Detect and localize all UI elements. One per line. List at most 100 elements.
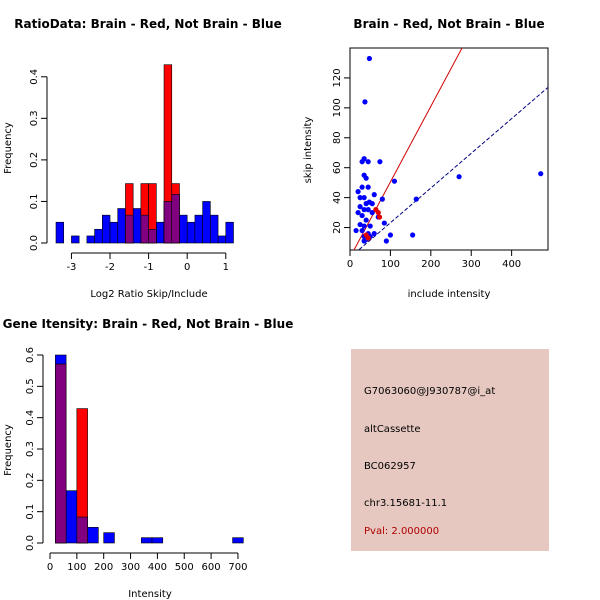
intensity-y-tick-label: 0.1	[25, 504, 36, 520]
ratio-bar-not-brain	[179, 214, 188, 244]
scatter-point-brain	[375, 209, 381, 216]
ratio-x-tick-label: -1	[144, 262, 154, 273]
ratio-histogram: RatioData: Brain - Red, Not Brain - Blue…	[3, 17, 282, 300]
ratio-y-tick-label: 0.3	[29, 110, 40, 126]
ratio-bar-not-brain	[217, 235, 227, 244]
intensity-y-tick-label: 0.0	[25, 535, 36, 551]
ratio-y-tick-label: 0.1	[29, 193, 40, 209]
scatter-x-tick-label: 0	[347, 259, 353, 270]
scatter-point-not-brain	[365, 184, 371, 190]
intensity-bar-not-brain	[140, 537, 153, 544]
scatter-y-tick-label: 20	[332, 221, 343, 234]
intensity-x-tick-label: 700	[228, 562, 247, 573]
accession-id: BC062957	[364, 461, 416, 472]
scatter-point-not-brain	[355, 189, 361, 195]
scatter-point-not-brain	[363, 201, 369, 207]
scatter-y-tick-label: 40	[332, 191, 343, 204]
intensity-x-tick-label: 300	[121, 562, 140, 573]
intensity-x-tick-label: 400	[148, 562, 167, 573]
intensity-histogram: Gene Itensity: Brain - Red, Not Brain - …	[3, 317, 294, 600]
ratio-hist-xlabel: Log2 Ratio Skip/Include	[90, 289, 207, 300]
scatter-point-not-brain	[367, 223, 373, 229]
ratio-hist-ylabel: Frequency	[3, 122, 14, 174]
intensity-x-tick-label: 100	[67, 562, 86, 573]
ratio-x-tick-label: -3	[66, 262, 76, 273]
ratio-bar-overlap	[125, 214, 134, 244]
probe-id: G7063060@J930787@i_at	[364, 386, 496, 397]
intensity-bar-overlap	[55, 363, 67, 544]
intensity-x-tick-label: 500	[175, 562, 194, 573]
scatter-point-not-brain	[369, 209, 375, 216]
scatter-point-not-brain	[456, 174, 462, 180]
ratio-bar-overlap	[163, 201, 173, 244]
intensity-bar-not-brain	[65, 490, 78, 544]
scatter-x-tick-label: 200	[421, 259, 440, 270]
scatter-y-tick-label: 60	[332, 161, 343, 174]
ratio-bar-not-brain	[202, 201, 211, 244]
intensity-scatter: Brain - Red, Not Brain - Blue include in…	[303, 17, 549, 300]
intensity-y-tick-label: 0.2	[25, 472, 36, 488]
ratio-x-tick-label: -2	[105, 262, 115, 273]
not-brain-fit-line	[357, 87, 548, 250]
scatter-point-not-brain	[371, 230, 377, 237]
gene-info-panel: G7063060@J930787@i_at altCassette BC0629…	[351, 349, 549, 551]
scatter-point-not-brain	[359, 184, 365, 190]
scatter-point-not-brain	[357, 204, 363, 210]
scatter-point-not-brain	[538, 171, 544, 177]
ratio-bar-not-brain	[225, 221, 234, 244]
scatter-x-tick-label: 400	[502, 259, 521, 270]
scatter-point-not-brain	[359, 212, 365, 219]
ratio-bar-overlap	[148, 228, 157, 244]
intensity-y-tick-label: 0.4	[25, 410, 36, 426]
intensity-hist-title: Gene Itensity: Brain - Red, Not Brain - …	[3, 317, 294, 331]
ratio-bar-not-brain	[132, 208, 142, 244]
intensity-x-tick-label: 200	[94, 562, 113, 573]
ratio-bar-not-brain	[71, 235, 80, 244]
scatter-y-tick-label: 100	[332, 98, 343, 117]
ratio-bar-not-brain	[210, 214, 219, 244]
ratio-x-tick-label: 1	[223, 262, 229, 273]
genomic-location: chr3.15681-11.1	[364, 498, 448, 509]
scatter-x-tick-label: 100	[381, 259, 400, 270]
scatter-point-not-brain	[365, 207, 371, 213]
ratio-bar-not-brain	[117, 208, 126, 244]
scatter-point-not-brain	[381, 220, 387, 226]
ratio-hist-title: RatioData: Brain - Red, Not Brain - Blue	[14, 17, 281, 31]
scatter-point-not-brain	[363, 175, 369, 181]
intensity-bar-not-brain	[232, 537, 244, 544]
intensity-bar-not-brain	[87, 527, 99, 544]
ratio-bar-not-brain	[86, 235, 95, 244]
ratio-y-tick-label: 0.0	[29, 235, 40, 251]
intensity-bar-not-brain	[103, 532, 115, 544]
scatter-point-not-brain	[387, 232, 394, 238]
scatter-point-not-brain	[366, 55, 372, 62]
scatter-point-not-brain	[362, 99, 368, 105]
intensity-x-tick-label: 0	[47, 562, 53, 573]
scatter-point-not-brain	[357, 195, 363, 201]
event-type: altCassette	[364, 424, 421, 435]
scatter-point-not-brain	[371, 192, 377, 198]
scatter-point-not-brain	[359, 159, 365, 165]
scatter-point-brain	[365, 235, 371, 241]
scatter-ylabel: skip intensity	[303, 117, 314, 184]
ratio-bar-overlap	[140, 214, 149, 244]
ratio-bar-not-brain	[55, 221, 65, 244]
scatter-plot-box	[349, 47, 549, 251]
scatter-point-not-brain	[413, 196, 419, 202]
scatter-point-not-brain	[357, 221, 363, 228]
ratio-bar-not-brain	[156, 221, 165, 244]
ratio-bar-overlap	[171, 194, 180, 244]
scatter-xlabel: include intensity	[408, 289, 491, 300]
scatter-point-not-brain	[353, 227, 359, 234]
scatter-point-not-brain	[363, 217, 369, 223]
scatter-point-not-brain	[383, 238, 389, 244]
scatter-point-not-brain	[391, 178, 398, 184]
ratio-y-tick-label: 0.2	[29, 152, 40, 168]
ratio-bar-not-brain	[109, 221, 119, 244]
scatter-point-not-brain	[377, 159, 383, 165]
intensity-hist-xlabel: Intensity	[128, 589, 172, 600]
p-value: Pval: 2.000000	[364, 526, 440, 537]
ratio-y-tick-label: 0.4	[29, 69, 40, 85]
brain-fit-line	[353, 48, 463, 250]
